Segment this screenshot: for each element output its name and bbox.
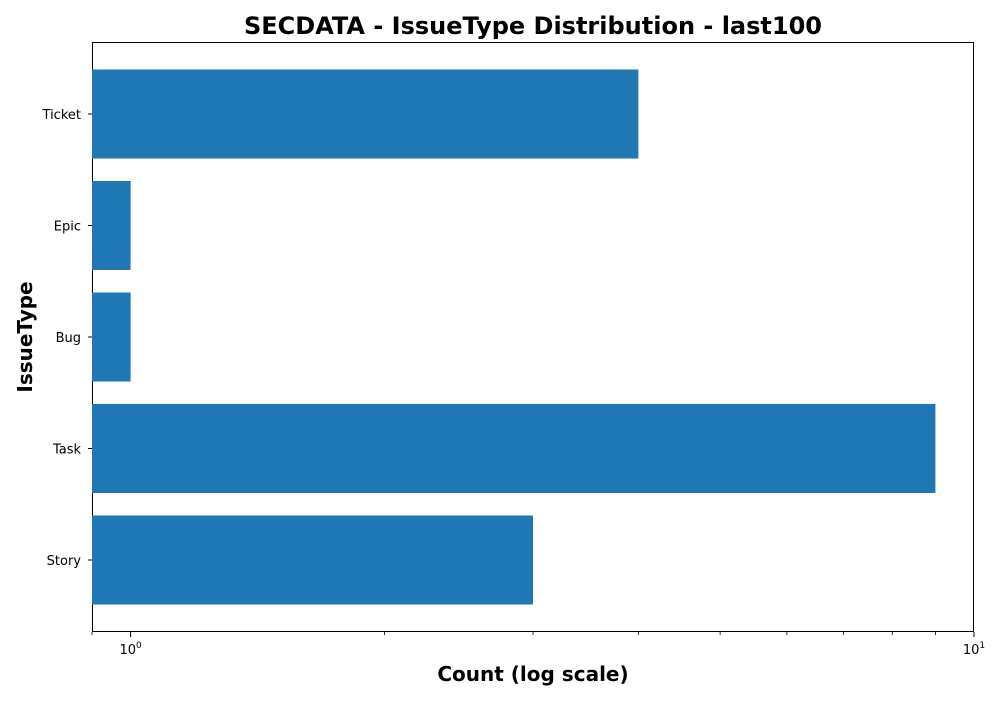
x-tick-label-base: 10 (119, 643, 136, 658)
x-axis-ticks: 100 101 (91, 632, 985, 658)
x-tick-label-1: 101 (963, 641, 985, 658)
y-axis-ticks: Story Task Bug Epic Ticket (42, 108, 92, 569)
x-tick-label-exponent: 0 (136, 641, 142, 651)
y-tick-label-ticket: Ticket (42, 108, 81, 123)
chart-title: SECDATA - IssueType Distribution - last1… (244, 12, 822, 40)
bar-story (92, 515, 533, 605)
y-tick-label-story: Story (47, 554, 82, 569)
y-tick-label-epic: Epic (54, 220, 81, 235)
bar-task (92, 404, 936, 493)
x-axis-label: Count (log scale) (437, 662, 628, 686)
bar-bug (92, 292, 131, 382)
bar-epic (92, 181, 131, 270)
x-tick-label-exponent: 1 (979, 641, 985, 651)
x-tick-label-base: 10 (963, 643, 980, 658)
bars-layer (92, 69, 936, 605)
y-tick-label-bug: Bug (56, 331, 81, 346)
bar-ticket (92, 69, 639, 159)
y-tick-label-task: Task (52, 443, 82, 458)
x-tick-label-0: 100 (119, 641, 142, 658)
y-axis-label: IssueType (13, 281, 37, 392)
